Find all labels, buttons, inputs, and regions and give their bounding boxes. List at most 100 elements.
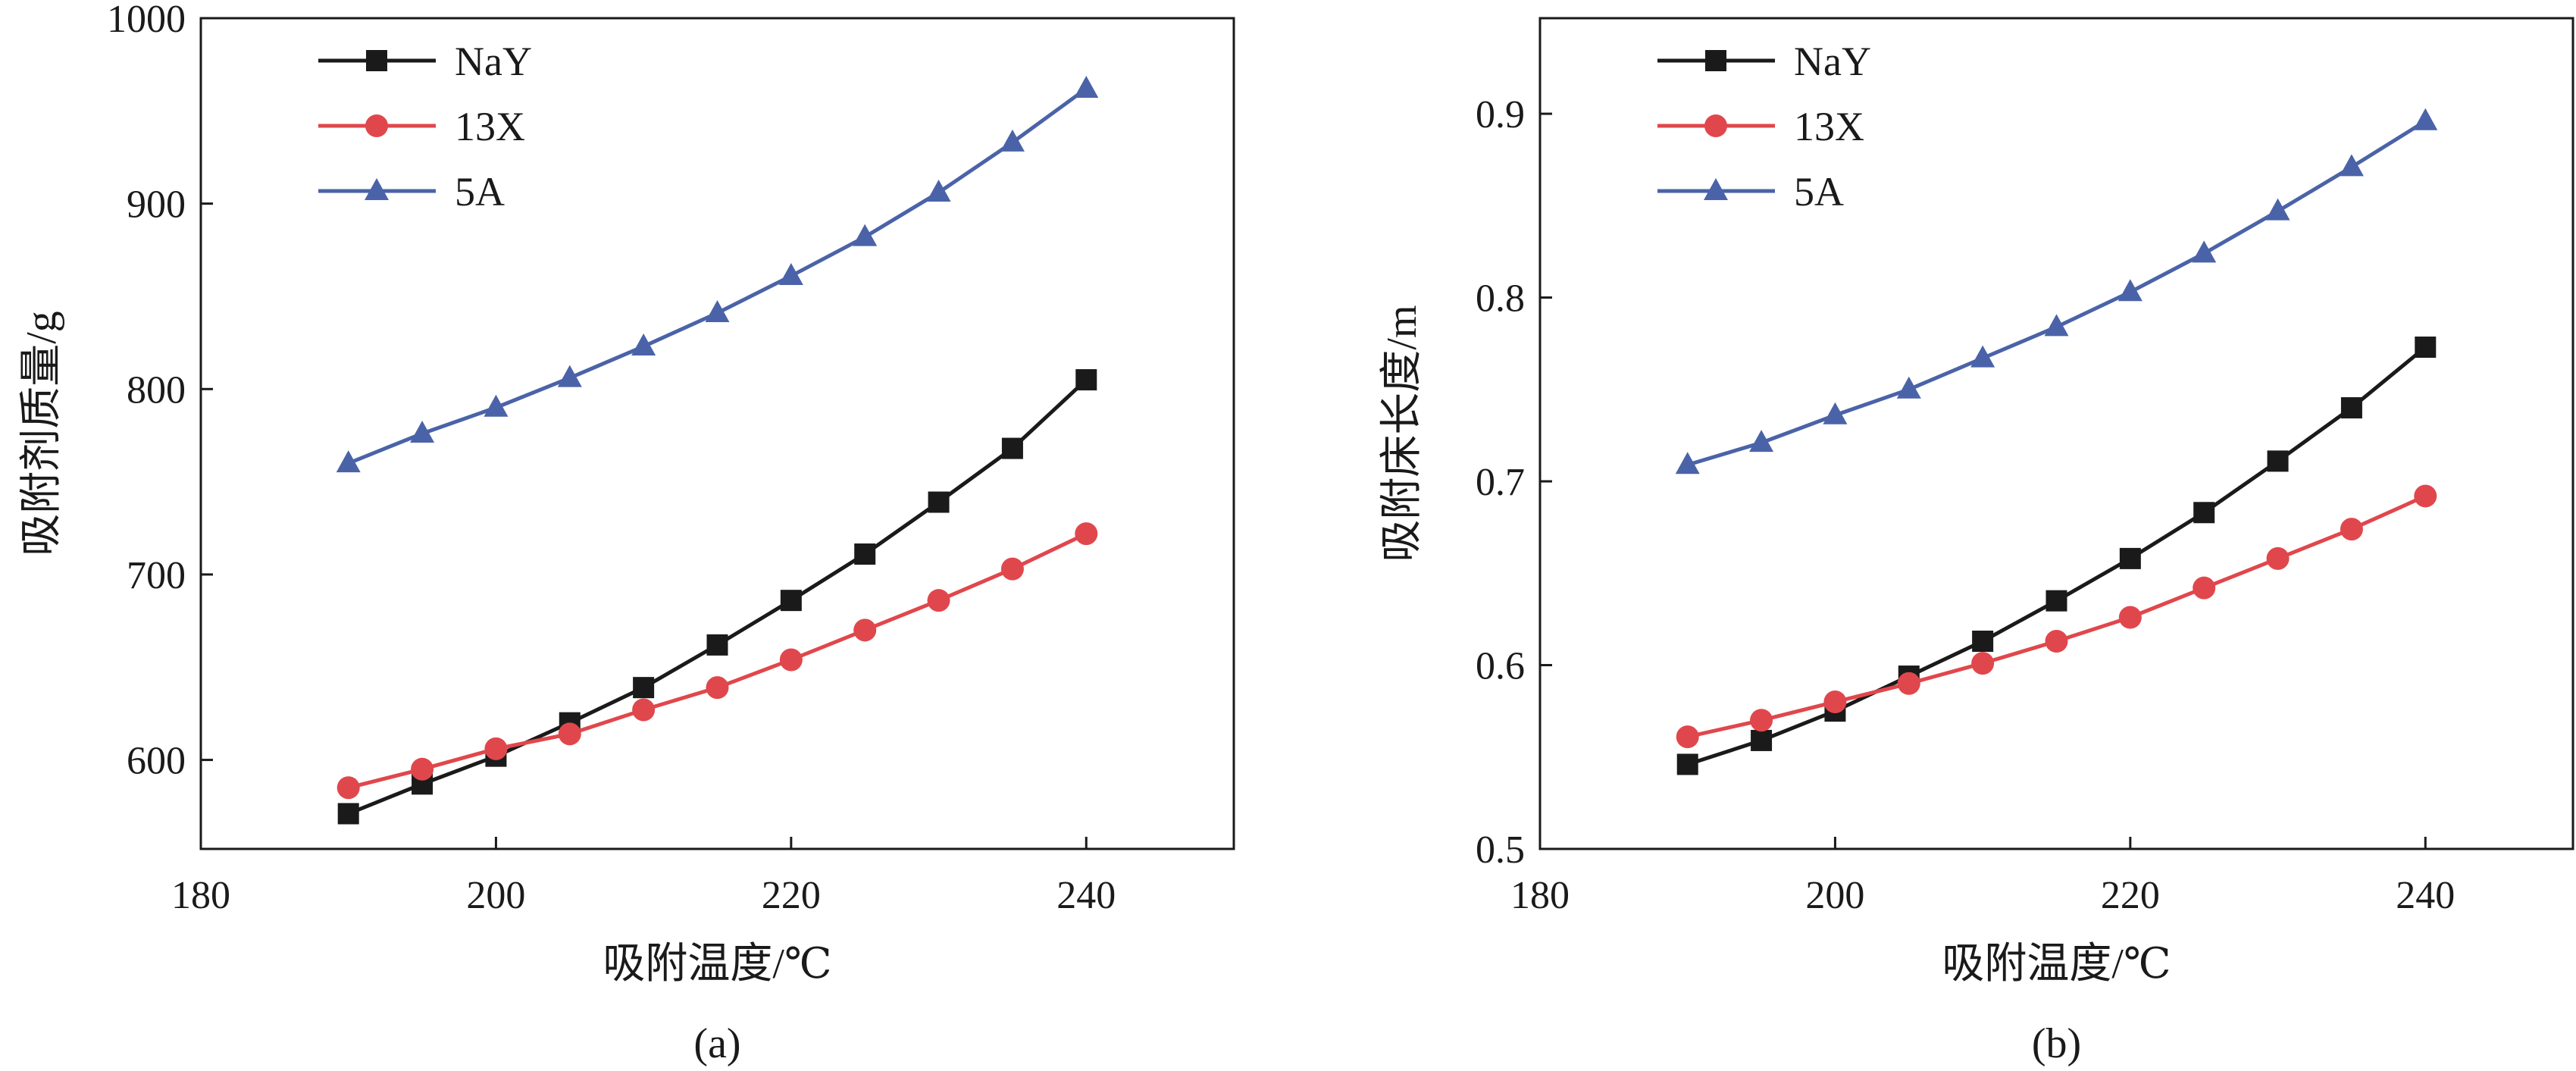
data-point-5a bbox=[1000, 129, 1025, 152]
data-point-13x bbox=[632, 698, 656, 722]
data-point-nay bbox=[706, 634, 728, 656]
series-line-nay bbox=[1686, 346, 2427, 766]
data-point-13x bbox=[1000, 557, 1024, 581]
data-point-nay bbox=[780, 590, 802, 612]
y-tick-label: 0.7 bbox=[1476, 461, 1525, 504]
data-point-5a bbox=[926, 179, 951, 202]
data-point-13x bbox=[2118, 606, 2142, 629]
legend-label: 5A bbox=[1794, 169, 1844, 215]
series-nay bbox=[337, 369, 1097, 825]
data-point-5a bbox=[1970, 345, 1995, 368]
legend-label: 13X bbox=[455, 104, 525, 149]
data-point-13x bbox=[484, 737, 508, 760]
x-tick-label: 240 bbox=[2396, 874, 2455, 917]
data-point-nay bbox=[1676, 753, 1698, 775]
data-point-13x bbox=[1075, 522, 1098, 546]
data-point-13x bbox=[1897, 672, 1920, 695]
legend-label: 13X bbox=[1794, 104, 1864, 149]
series-13x bbox=[336, 522, 1098, 800]
data-point-13x bbox=[2266, 546, 2290, 570]
data-point-13x bbox=[706, 676, 729, 700]
data-point-nay bbox=[2415, 337, 2437, 359]
data-point-nay bbox=[2119, 547, 2141, 569]
data-point-nay bbox=[1001, 437, 1023, 459]
data-point-5a bbox=[2339, 154, 2364, 177]
data-point-13x bbox=[1971, 652, 1995, 675]
series-5a bbox=[336, 75, 1099, 473]
y-tick-label: 0.6 bbox=[1476, 645, 1525, 688]
x-tick-label: 200 bbox=[1805, 874, 1864, 917]
chart-panel-b: 180 200 220 240 0.5 0.6 0.7 0.8 0.9 吸附温度/℃ 吸附床长度/m… bbox=[1379, 17, 2574, 1067]
x-tick-label: 220 bbox=[2101, 874, 2160, 917]
data-point-13x bbox=[2414, 484, 2437, 508]
data-point-5a bbox=[2413, 108, 2438, 130]
data-point-5a bbox=[778, 263, 803, 286]
panel-label: (a) bbox=[693, 1020, 740, 1067]
y-tick-label: 700 bbox=[127, 554, 186, 597]
data-point-5a bbox=[336, 450, 361, 473]
data-point-nay bbox=[928, 491, 950, 513]
data-point-13x bbox=[558, 722, 581, 746]
y-axis-title: 吸附床长度/m bbox=[1379, 305, 1426, 562]
data-point-5a bbox=[410, 421, 435, 443]
data-point-nay bbox=[633, 677, 655, 699]
series-13x bbox=[1676, 484, 2437, 749]
data-point-5a bbox=[1675, 452, 1700, 474]
data-point-13x bbox=[2045, 630, 2068, 653]
x-tick-label: 180 bbox=[1510, 874, 1570, 917]
y-axis-title: 吸附剂质量/g bbox=[18, 311, 65, 556]
y-tick-label: 900 bbox=[127, 183, 186, 227]
data-point-13x bbox=[1750, 709, 1773, 732]
data-point-5a bbox=[557, 365, 582, 387]
data-point-nay bbox=[854, 543, 876, 565]
series-nay bbox=[1676, 337, 2437, 775]
panel-label: (b) bbox=[2032, 1020, 2081, 1067]
plot-frame bbox=[1538, 17, 2574, 850]
legend-item-13x: 13X bbox=[1657, 104, 1864, 149]
series-line-13x bbox=[1687, 494, 2427, 739]
legend-marker-13x bbox=[1704, 114, 1727, 137]
legend-item-5a: 5A bbox=[318, 169, 505, 215]
y-tick-label: 800 bbox=[127, 368, 186, 412]
x-tick-label: 200 bbox=[466, 874, 525, 917]
legend-item-5a: 5A bbox=[1657, 169, 1844, 215]
legend-item-nay: NaY bbox=[1657, 39, 1871, 84]
data-point-nay bbox=[1972, 631, 1994, 652]
data-point-5a bbox=[2117, 279, 2142, 302]
data-point-nay bbox=[2193, 502, 2215, 524]
x-axis-title: 吸附温度/℃ bbox=[603, 941, 831, 988]
x-tick-label: 240 bbox=[1056, 874, 1116, 917]
data-point-13x bbox=[927, 589, 950, 612]
data-point-5a bbox=[1749, 430, 1774, 453]
legend-marker-nay bbox=[366, 50, 387, 71]
data-point-5a bbox=[1896, 376, 1921, 399]
data-point-13x bbox=[779, 648, 803, 672]
data-point-13x bbox=[853, 618, 877, 642]
x-tick-label: 220 bbox=[762, 874, 821, 917]
data-point-5a bbox=[705, 299, 730, 322]
data-point-13x bbox=[1676, 725, 1699, 749]
y-tick-label: 1000 bbox=[107, 0, 186, 41]
legend-label: NaY bbox=[1794, 39, 1871, 84]
y-tick-label: 0.8 bbox=[1476, 277, 1525, 321]
series-line-nay bbox=[347, 378, 1088, 816]
y-tick-label: 0.9 bbox=[1476, 93, 1525, 136]
data-point-5a bbox=[2265, 198, 2290, 221]
legend-marker-5a bbox=[1704, 178, 1728, 200]
x-axis-title: 吸附温度/℃ bbox=[1942, 941, 2171, 988]
data-point-13x bbox=[1823, 691, 1847, 714]
data-point-nay bbox=[1075, 369, 1097, 391]
data-point-5a bbox=[1074, 75, 1099, 98]
data-point-13x bbox=[2193, 576, 2216, 600]
data-point-13x bbox=[411, 757, 434, 781]
data-point-nay bbox=[1751, 729, 1773, 751]
legend-marker-nay bbox=[1705, 50, 1726, 71]
legend-marker-5a bbox=[365, 178, 389, 200]
y-tick-label: 0.5 bbox=[1476, 828, 1525, 872]
data-point-13x bbox=[2340, 518, 2363, 541]
data-point-5a bbox=[853, 224, 878, 246]
data-point-nay bbox=[2340, 397, 2362, 419]
legend-item-nay: NaY bbox=[318, 39, 532, 84]
plot-frame bbox=[199, 17, 1235, 850]
